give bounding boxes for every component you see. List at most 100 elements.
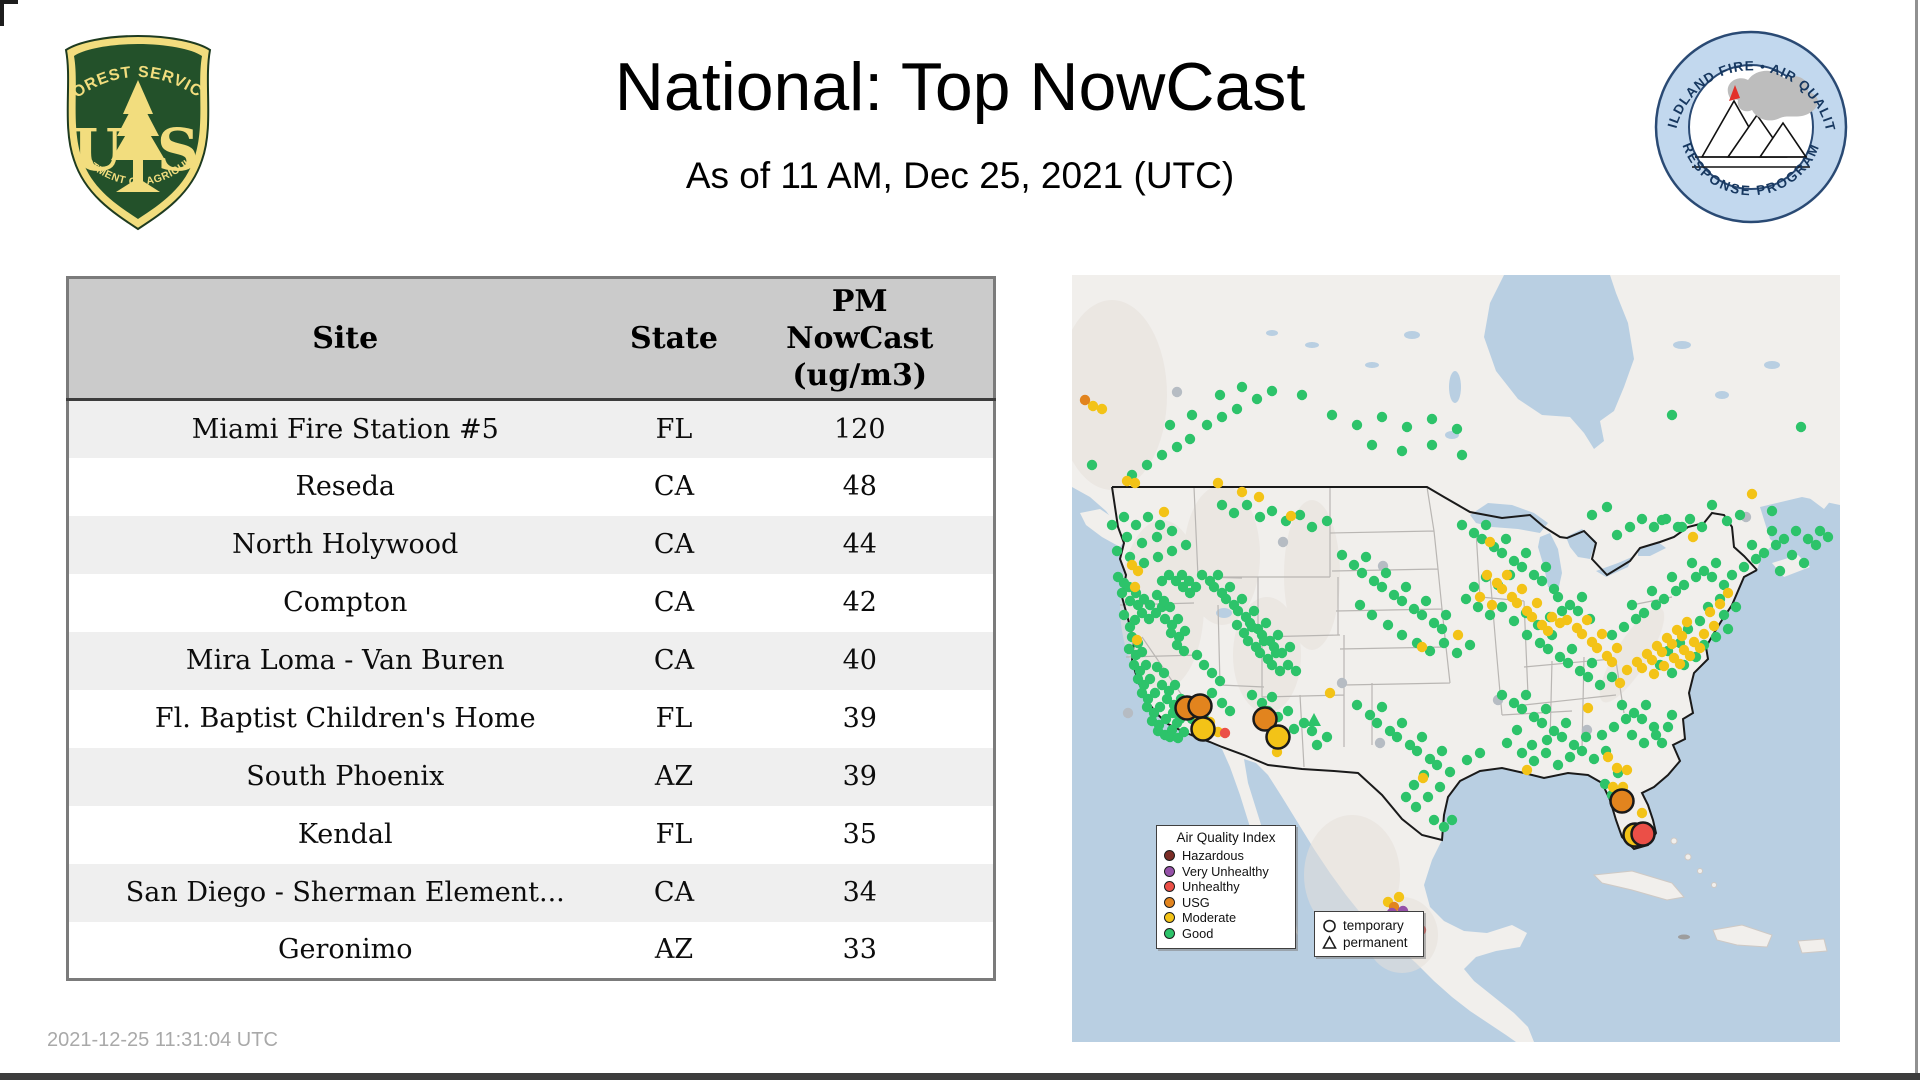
monitor-dot-good: [1254, 647, 1266, 659]
cell-value: 35: [726, 805, 995, 864]
monitor-dot-good: [1143, 613, 1155, 625]
monitor-dot-moderate: [1614, 677, 1626, 689]
monitor-dot-good: [1552, 759, 1564, 771]
monitor-dot-moderate: [1132, 565, 1144, 577]
monitor-dot-good: [1426, 439, 1438, 451]
monitor-dot-inactive: [1374, 737, 1386, 749]
monitor-dot-moderate: [1611, 762, 1623, 774]
moderate-swatch-icon: [1164, 912, 1175, 924]
aqi-legend-title: Air Quality Index: [1176, 830, 1276, 845]
monitor-dot-good: [1156, 679, 1168, 691]
monitor-dot-good: [1501, 737, 1513, 749]
monitor-dot-moderate: [1621, 764, 1633, 776]
monitor-dot-good: [1141, 459, 1153, 471]
monitor-dot-good: [1611, 529, 1623, 541]
monitor-dot-moderate: [1674, 658, 1686, 670]
monitor-dot-good: [1420, 595, 1432, 607]
monitor-dot-good: [1734, 509, 1746, 521]
monitor-dot-good: [1520, 547, 1532, 559]
monitor-dot-good: [1251, 393, 1263, 405]
monitor-dot-good: [1151, 531, 1163, 543]
monitor-dot-moderate: [1087, 400, 1099, 412]
monitor-dot-good: [1408, 603, 1420, 615]
cell-site: Fl. Baptist Children's Home: [67, 689, 622, 748]
monitor-dot-good: [1138, 557, 1150, 569]
monitor-dot-good: [1206, 667, 1218, 679]
monitor-dot-moderate: [1484, 536, 1496, 548]
monitor-dot-good: [1144, 673, 1156, 685]
monitor-dot-moderate: [1324, 687, 1336, 699]
cell-state: CA: [621, 573, 727, 632]
monitor-dot-good: [1582, 671, 1594, 683]
legend-label: Very Unhealthy: [1182, 863, 1269, 879]
monitor-dot-good: [1446, 814, 1458, 826]
monitor-dot-good: [1236, 593, 1248, 605]
monitor-dot-moderate: [1646, 654, 1658, 666]
table-row: South Phoenix AZ 39: [67, 747, 995, 806]
newfoundland: [1808, 475, 1840, 509]
monitor-dot-good: [1451, 647, 1463, 659]
very_unhealthy-swatch-icon: [1164, 865, 1175, 877]
monitor-dot-good: [1282, 705, 1294, 717]
monitor-dot-moderate: [1486, 599, 1498, 611]
monitor-dot-good: [1662, 721, 1674, 733]
monitor-dot-good: [1766, 525, 1778, 537]
legend-label: Hazardous: [1182, 848, 1244, 863]
cell-state: CA: [621, 457, 727, 516]
monitor-dot-good: [1496, 689, 1508, 701]
monitor-dot-good: [1576, 591, 1588, 603]
monitor-dot-good: [1451, 423, 1463, 435]
monitor-dot-good: [1580, 731, 1592, 743]
monitor-dot-good: [1351, 699, 1363, 711]
monitor-dot-good: [1428, 814, 1440, 826]
monitor-dot-good: [1159, 613, 1171, 625]
hudson-bay: [1484, 275, 1634, 449]
monitor-dot-good: [1282, 659, 1294, 671]
monitor-dot-good: [1516, 747, 1528, 759]
monitor-dot-good: [1706, 499, 1718, 511]
monitor-dot-good: [1326, 409, 1338, 421]
monitor-dot-inactive: [1336, 677, 1348, 689]
monitor-dot-good: [1718, 579, 1730, 591]
table-row: Kendal FL 35: [67, 805, 995, 864]
monitor-dot-good: [1424, 753, 1436, 765]
monitor-dot-moderate: [1722, 587, 1734, 599]
monitor-dot-good: [1288, 723, 1300, 735]
monitor-dot-good: [1548, 725, 1560, 737]
monitor-dot-moderate: [1611, 642, 1623, 654]
monitor-dot-good: [1360, 551, 1372, 563]
monitor-dot-good: [1640, 699, 1652, 711]
monitor-dot-good: [1508, 615, 1520, 627]
table-row: Fl. Baptist Children's Home FL 39: [67, 689, 995, 748]
monitor-dot-good: [1431, 759, 1443, 771]
monitor-dot-good: [1151, 589, 1163, 601]
monitor-dot-good: [1746, 539, 1758, 551]
monitor-dot-good: [1572, 605, 1584, 617]
monitor-dot-inactive: [1171, 386, 1183, 398]
monitor-dots: [1079, 381, 1834, 936]
cell-site: San Diego - Sherman Element...: [67, 863, 622, 922]
monitor-dot-good: [1236, 381, 1248, 393]
monitor-dot-good: [1169, 679, 1181, 691]
monitor-dot-good: [1248, 605, 1260, 617]
page-title: National: Top NowCast: [614, 49, 1306, 125]
monitor-dot-good: [1260, 617, 1272, 629]
monitor-dot-good: [1521, 629, 1533, 641]
monitor-dot-good: [1166, 545, 1178, 557]
monitor-dot-good: [1214, 675, 1226, 687]
cell-value: 39: [726, 689, 995, 748]
monitor-dot-good: [1129, 614, 1141, 626]
aqi-legend-items: Hazardous Very Unhealthy Unhealthy USG Moder…: [1164, 848, 1288, 941]
monitor-dot-good: [1144, 599, 1156, 611]
top-site-marker-moderate: [1265, 724, 1291, 750]
monitor-dot-moderate: [1576, 628, 1588, 640]
monitor-dot-moderate: [1676, 630, 1688, 642]
monitor-dot-good: [1620, 713, 1632, 725]
monitor-dot-moderate: [1474, 591, 1486, 603]
marker-shape-legend: temporary permanent: [1314, 911, 1424, 957]
monitor-dot-moderate: [1636, 807, 1648, 819]
monitor-dot-good: [1400, 791, 1412, 803]
monitor-dot-good: [1568, 739, 1580, 751]
monitor-dot-moderate: [1516, 583, 1528, 595]
